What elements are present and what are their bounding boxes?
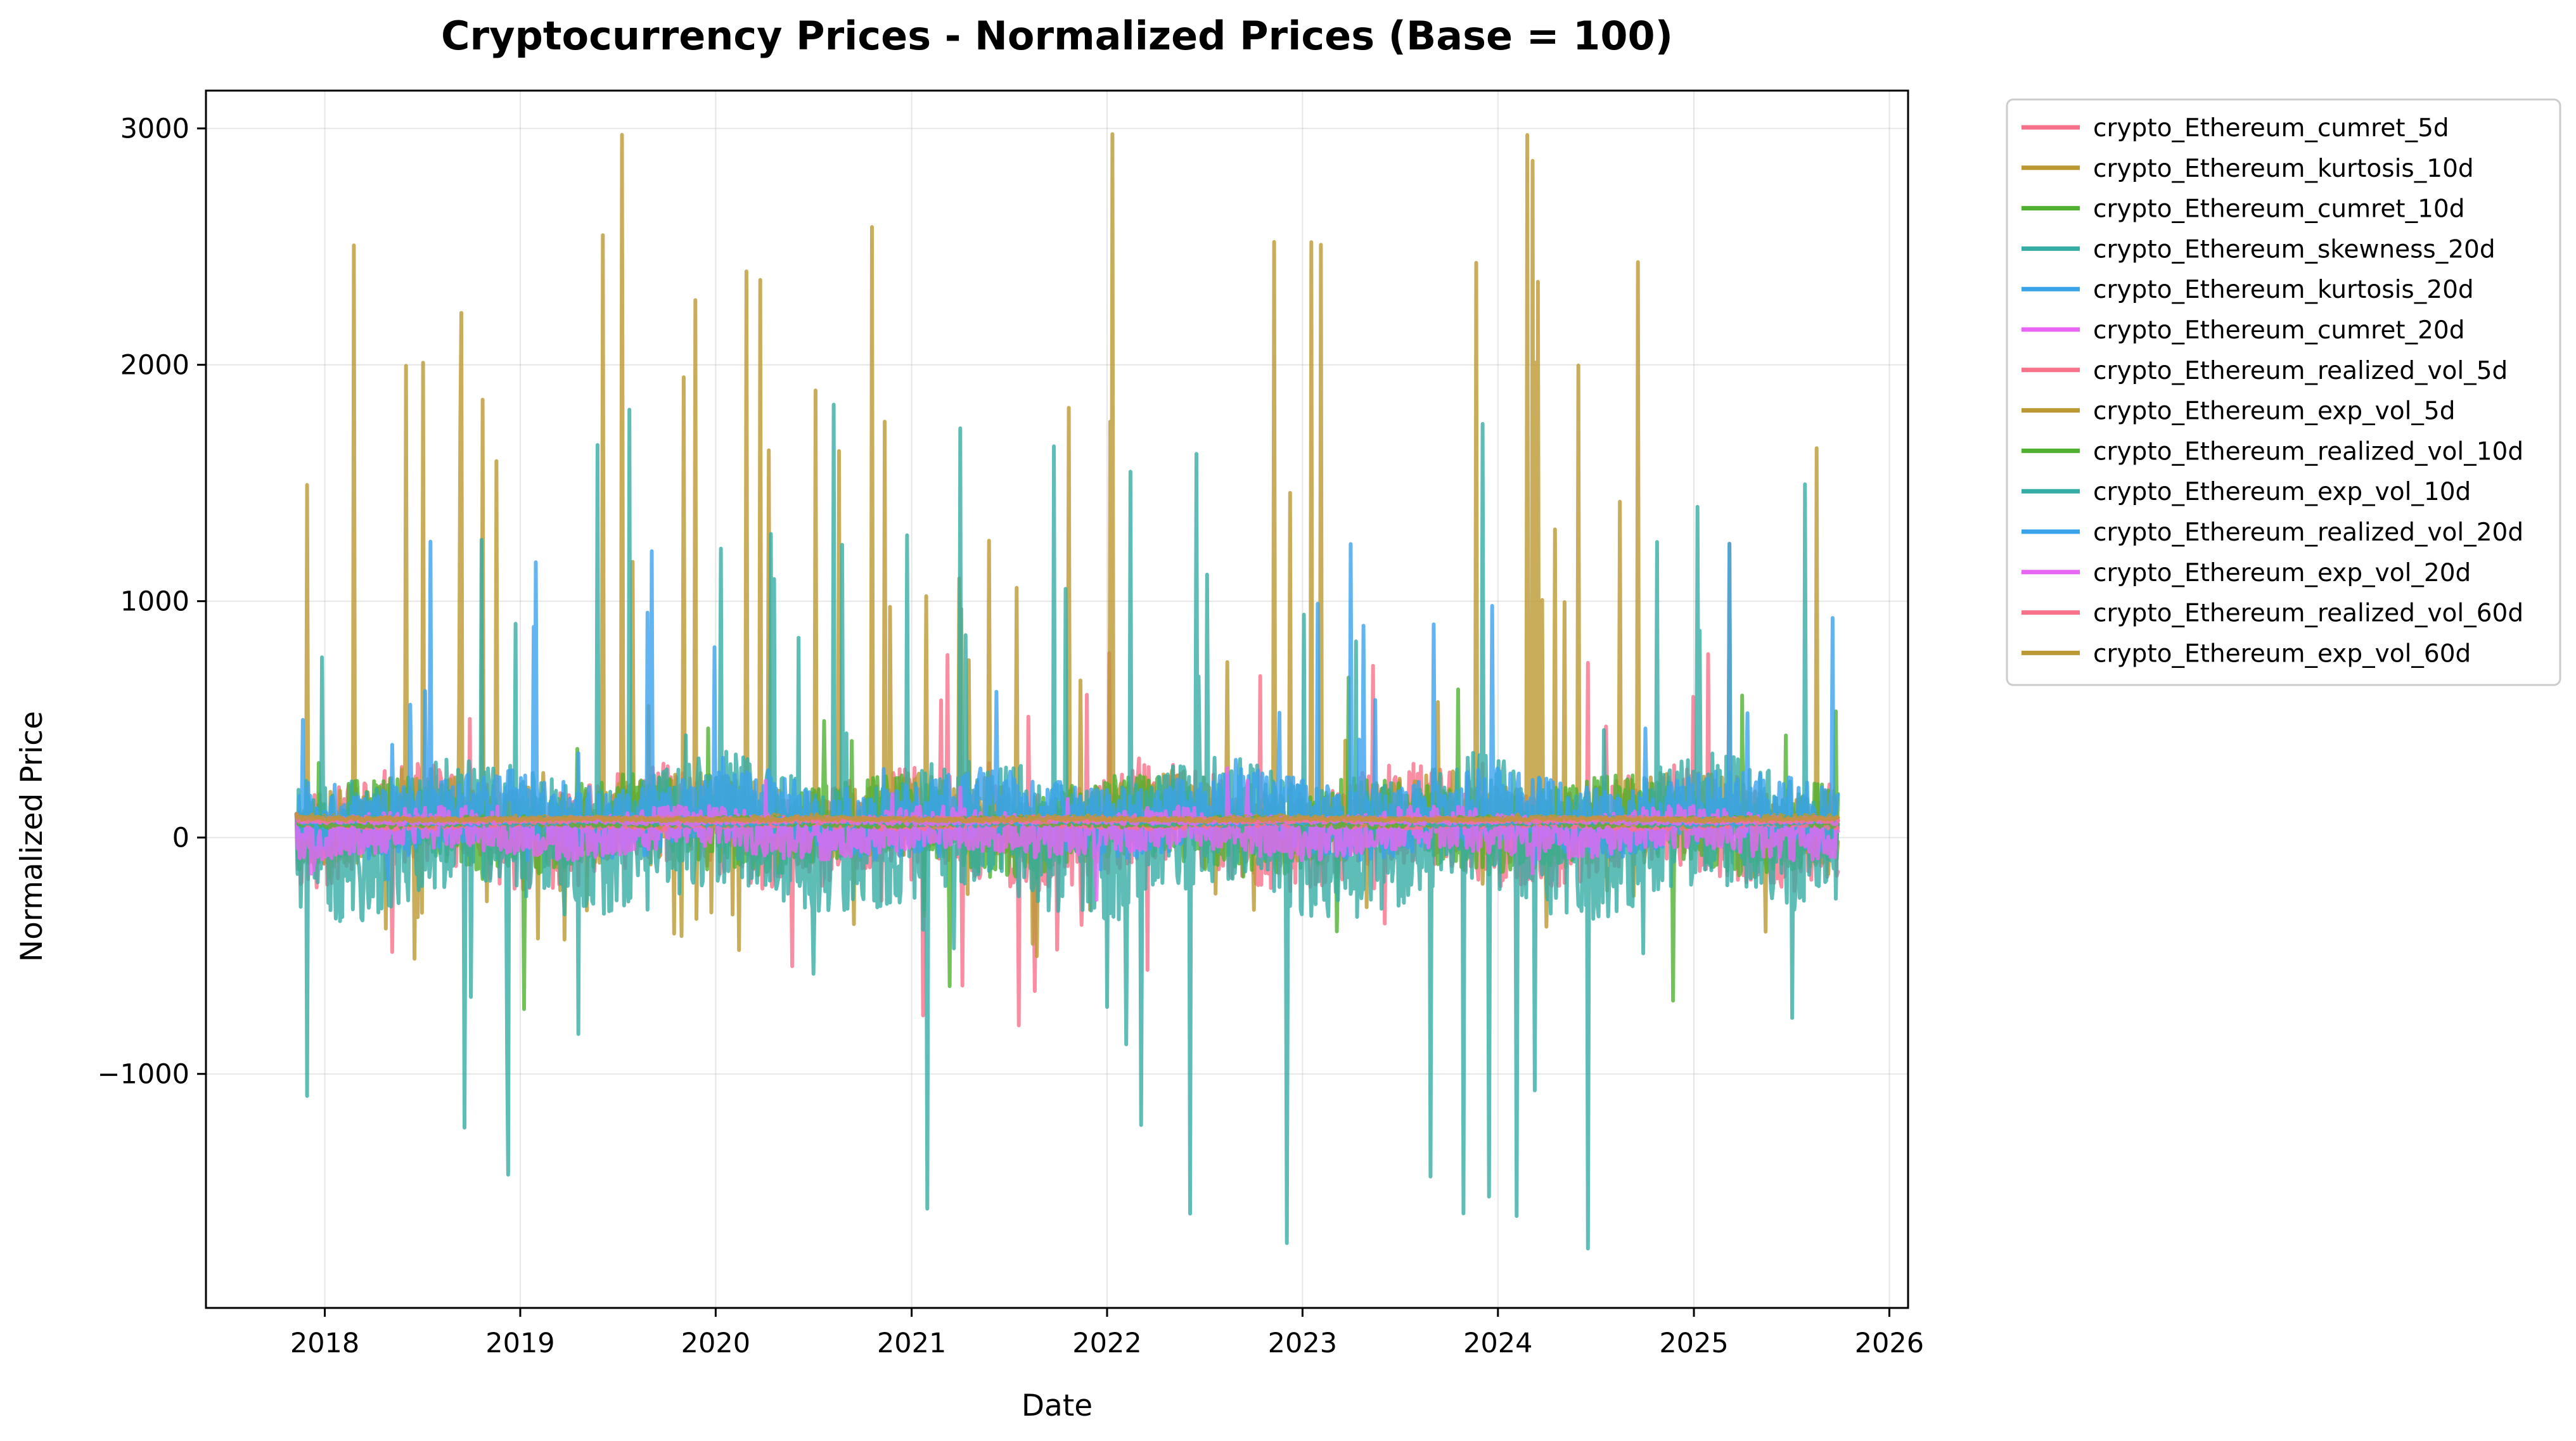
y-tick-label: 2000 — [120, 350, 189, 381]
y-axis-label: Normalized Price — [15, 711, 49, 962]
legend: crypto_Ethereum_cumret_5d crypto_Ethereum… — [2006, 98, 2561, 686]
x-tick-label: 2022 — [1072, 1328, 1141, 1359]
plot-frame — [205, 89, 1909, 1309]
x-tick-label: 2020 — [681, 1328, 750, 1359]
legend-entry: crypto_Ethereum_exp_vol_10d — [2093, 478, 2471, 506]
legend-entry: crypto_Ethereum_kurtosis_20d — [2093, 276, 2474, 304]
legend-entry: crypto_Ethereum_cumret_10d — [2093, 195, 2465, 224]
y-tick-label: 3000 — [120, 113, 189, 145]
x-tick-label: 2024 — [1463, 1328, 1532, 1359]
y-tick-label: 1000 — [120, 586, 189, 618]
legend-entry: crypto_Ethereum_kurtosis_10d — [2093, 155, 2474, 183]
series-lines — [294, 132, 1840, 1251]
x-axis: 2018 2019 2020 2021 2022 2023 2024 2025 2026 — [290, 1308, 1924, 1359]
y-tick-label: −1000 — [98, 1059, 189, 1091]
x-axis-label: Date — [1022, 1388, 1093, 1423]
series-line-13 — [294, 812, 1840, 824]
legend-entry: crypto_Ethereum_realized_vol_20d — [2093, 518, 2523, 547]
x-tick-label: 2021 — [877, 1328, 946, 1359]
series-line-5 — [294, 766, 1840, 902]
legend-entry: crypto_Ethereum_realized_vol_10d — [2093, 437, 2523, 466]
legend-entry: crypto_Ethereum_realized_vol_5d — [2093, 357, 2508, 385]
plot-area — [294, 132, 1840, 1251]
x-tick-label: 2018 — [290, 1328, 359, 1359]
y-axis: −1000 0 1000 2000 3000 — [98, 113, 206, 1091]
legend-entry: crypto_Ethereum_cumret_20d — [2093, 316, 2465, 345]
legend-frame — [2006, 98, 2561, 686]
legend-entry: crypto_Ethereum_realized_vol_60d — [2093, 599, 2523, 628]
y-tick-label: 0 — [172, 823, 189, 854]
x-tick-label: 2019 — [485, 1328, 554, 1359]
legend-entry: crypto_Ethereum_skewness_20d — [2093, 235, 2496, 264]
legend-entry: crypto_Ethereum_cumret_5d — [2093, 114, 2449, 143]
legend-entry: crypto_Ethereum_exp_vol_60d — [2093, 639, 2471, 668]
x-tick-label: 2025 — [1659, 1328, 1728, 1359]
legend-entry: crypto_Ethereum_exp_vol_20d — [2093, 559, 2471, 587]
x-tick-label: 2026 — [1855, 1328, 1924, 1359]
x-tick-label: 2023 — [1268, 1328, 1337, 1359]
chart-title: Cryptocurrency Prices - Normalized Price… — [441, 13, 1673, 59]
legend-entry: crypto_Ethereum_exp_vol_5d — [2093, 397, 2455, 426]
